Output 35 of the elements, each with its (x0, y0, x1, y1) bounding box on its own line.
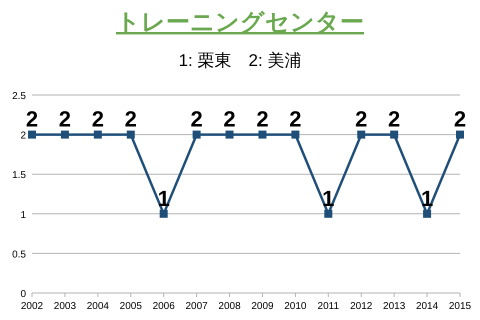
x-tick-label: 2007 (185, 301, 208, 312)
x-tick-label: 2014 (416, 301, 439, 312)
x-tick-label: 2015 (448, 301, 472, 312)
x-tick-label: 2006 (152, 301, 176, 312)
x-tick-label: 2005 (120, 301, 142, 312)
x-tick-label: 2008 (218, 301, 242, 312)
x-tick-label: 2012 (350, 301, 373, 312)
y-tick-label: 0 (20, 289, 26, 300)
y-tick-label: 1 (20, 210, 26, 221)
data-label: 2 (190, 106, 203, 132)
x-tick-label: 2004 (86, 301, 110, 312)
data-label: 1 (158, 186, 170, 211)
data-label: 2 (289, 106, 302, 132)
data-label: 2 (92, 106, 104, 132)
chart-title: トレーニングセンター (116, 9, 364, 36)
data-label: 2 (256, 106, 269, 132)
data-label: 2 (124, 106, 137, 132)
data-label: 2 (223, 106, 236, 132)
x-tick-label: 2003 (54, 301, 76, 312)
x-tick-label: 2002 (20, 301, 44, 312)
x-tick-label: 2013 (383, 301, 406, 312)
y-tick-label: 2 (20, 130, 26, 142)
chart-subtitle: 1: 栗東 2: 美浦 (178, 51, 302, 70)
data-label: 2 (388, 106, 400, 132)
data-label: 1 (420, 186, 434, 211)
x-tick-label: 2011 (318, 301, 340, 312)
y-tick-label: 2.5 (12, 91, 26, 102)
data-label: 2 (454, 106, 466, 132)
y-tick-label: 0.5 (12, 249, 26, 260)
x-tick-label: 2010 (284, 301, 307, 312)
y-tick-label: 1.5 (12, 170, 26, 182)
data-label: 1 (322, 186, 334, 211)
data-label: 2 (355, 106, 368, 132)
data-label: 2 (58, 106, 72, 132)
x-tick-label: 2009 (251, 301, 274, 312)
